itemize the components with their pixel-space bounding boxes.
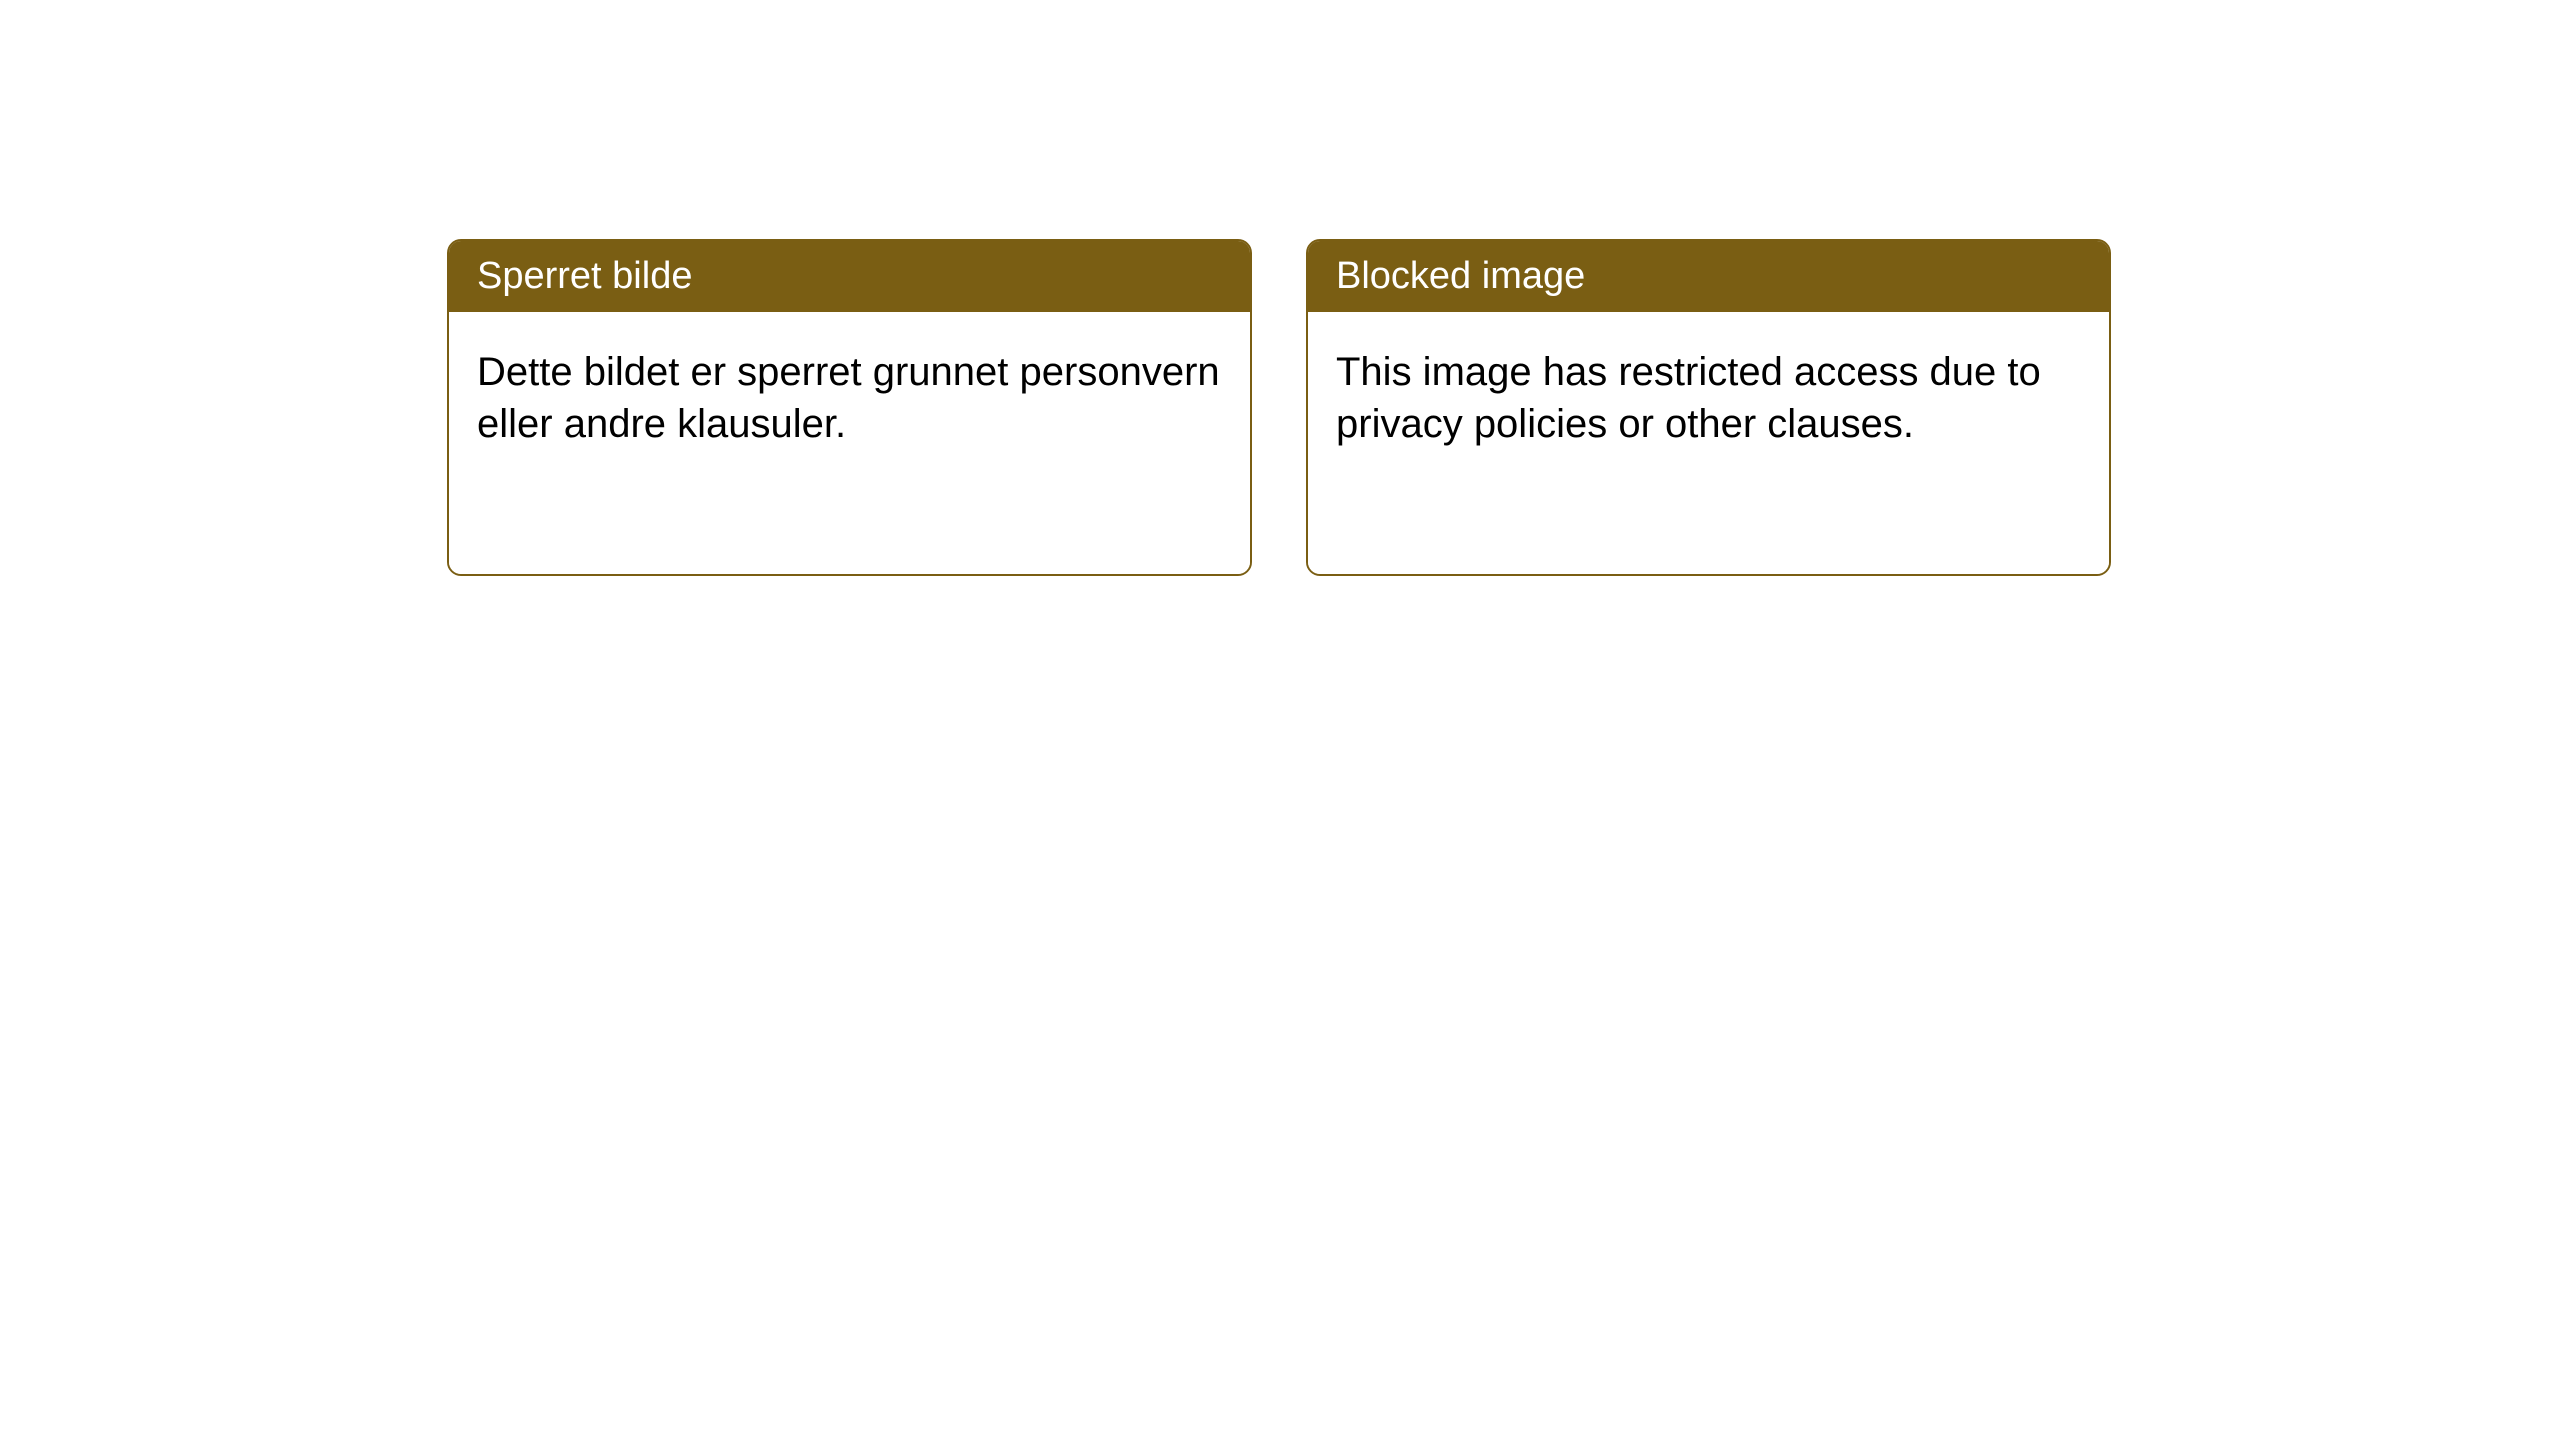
notice-card-message: Dette bildet er sperret grunnet personve… [477, 346, 1222, 450]
notice-card-header: Sperret bilde [449, 241, 1250, 312]
notice-card-body: This image has restricted access due to … [1308, 312, 2109, 574]
notice-card-title: Sperret bilde [477, 255, 692, 297]
notice-card-header: Blocked image [1308, 241, 2109, 312]
notice-card-body: Dette bildet er sperret grunnet personve… [449, 312, 1250, 574]
notice-card-container: Sperret bilde Dette bildet er sperret gr… [447, 239, 2111, 576]
notice-card-english: Blocked image This image has restricted … [1306, 239, 2111, 576]
notice-card-norwegian: Sperret bilde Dette bildet er sperret gr… [447, 239, 1252, 576]
notice-card-message: This image has restricted access due to … [1336, 346, 2081, 450]
notice-card-title: Blocked image [1336, 255, 1585, 297]
